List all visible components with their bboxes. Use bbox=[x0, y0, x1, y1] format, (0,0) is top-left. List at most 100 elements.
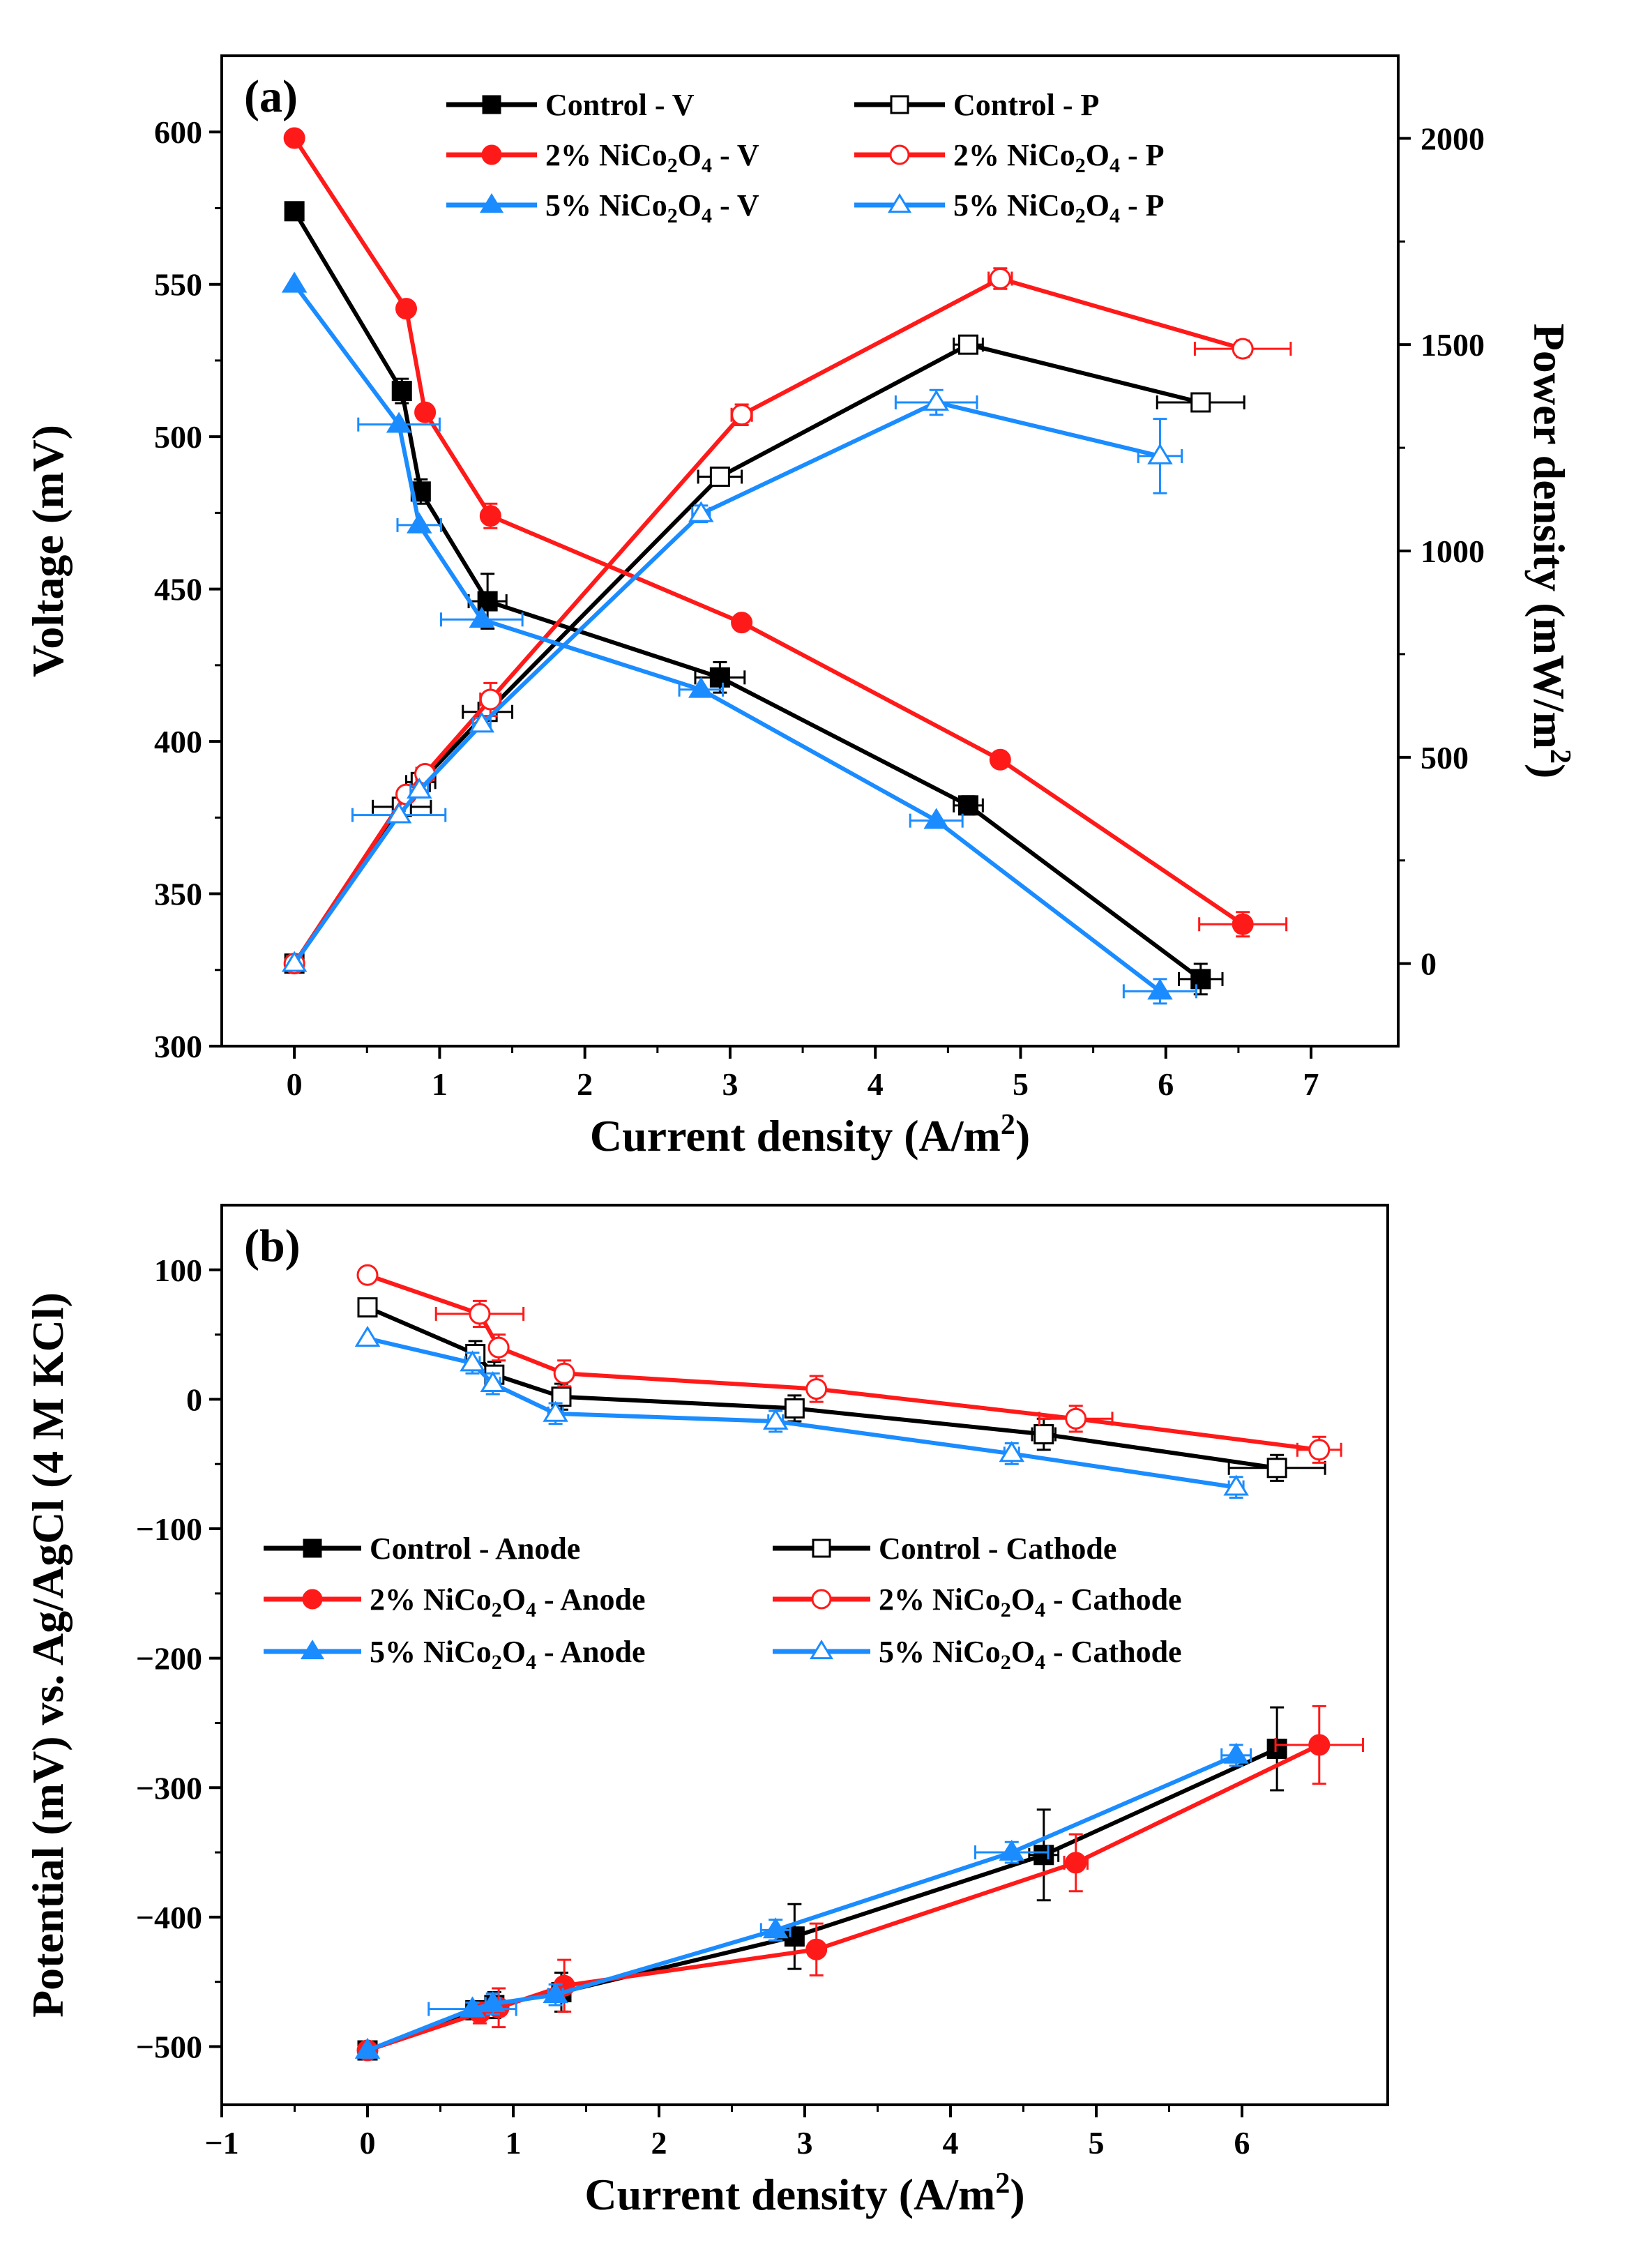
data-point bbox=[356, 1264, 379, 1286]
data-point bbox=[999, 1441, 1025, 1462]
legend-marker bbox=[890, 95, 909, 114]
series-2pct-nico2o4-p bbox=[283, 267, 1292, 975]
data-point bbox=[479, 505, 501, 527]
legend-entry-2pct-nico2o4-p: 2% NiCo2O4 - P bbox=[854, 138, 1165, 177]
legend-label: 2% NiCo2O4 - V bbox=[545, 138, 759, 177]
series-5pct-nico2o4-anode bbox=[354, 1742, 1252, 2059]
legend-entry-2pct-nico2o4-cathode: 2% NiCo2O4 - Cathode bbox=[773, 1582, 1182, 1621]
data-point bbox=[999, 1839, 1025, 1861]
data-point bbox=[487, 1336, 510, 1359]
data-point bbox=[354, 2037, 381, 2059]
legend-text: O bbox=[678, 188, 702, 222]
series-line bbox=[367, 1273, 1320, 1452]
data-point bbox=[1033, 1424, 1054, 1445]
y-tick-label: −100 bbox=[136, 1511, 202, 1547]
series-line bbox=[292, 342, 1202, 965]
legend-label: Control - Cathode bbox=[879, 1532, 1116, 1566]
data-point bbox=[688, 501, 714, 522]
data-point bbox=[283, 127, 305, 149]
legend-text: - V bbox=[712, 188, 759, 222]
legend-entry-5pct-nico2o4-anode: 5% NiCo2O4 - Anode bbox=[264, 1635, 646, 1674]
y2-axis-label-text: ) bbox=[1524, 764, 1574, 778]
data-point bbox=[1223, 1474, 1249, 1496]
data-point bbox=[281, 951, 308, 972]
legend-text: 2% NiCo bbox=[879, 1582, 1001, 1617]
x-tick-label: 6 bbox=[1234, 2125, 1250, 2161]
x-tick-label: 3 bbox=[797, 2125, 813, 2161]
legend-label: 5% NiCo2O4 - Anode bbox=[370, 1635, 646, 1674]
data-point bbox=[1190, 392, 1211, 413]
data-point bbox=[469, 711, 495, 733]
legend-marker bbox=[887, 192, 912, 213]
x-tick-label: 5 bbox=[1089, 2125, 1105, 2161]
y-tick-label: 600 bbox=[154, 114, 202, 150]
data-point bbox=[1190, 969, 1211, 990]
legend-subscript: 4 bbox=[526, 1598, 536, 1621]
legend-subscript: 2 bbox=[1001, 1651, 1011, 1674]
panel-b-chart: −1 0 1 2 3 4 5 6 −500 −400 −300 −200 −100 0 100 Current… bbox=[23, 1204, 1389, 2219]
data-point bbox=[1308, 1439, 1331, 1461]
y-tick-label: −400 bbox=[136, 1900, 202, 1935]
y-tick-label: 550 bbox=[154, 267, 202, 303]
series-5pct-nico2o4-p bbox=[281, 388, 1183, 972]
data-point bbox=[1266, 1458, 1287, 1479]
data-point bbox=[543, 1400, 568, 1422]
legend-subscript: 2 bbox=[1075, 154, 1086, 177]
data-point bbox=[386, 411, 412, 433]
data-point bbox=[1065, 1852, 1087, 1874]
legend-subscript: 2 bbox=[667, 204, 678, 227]
y2-tick-label: 2000 bbox=[1421, 121, 1485, 156]
legend-text: 5% NiCo bbox=[370, 1635, 492, 1669]
series-control-cathode bbox=[357, 1297, 1326, 1482]
legend-marker bbox=[303, 1539, 322, 1558]
legend-text: - Cathode bbox=[1045, 1635, 1182, 1669]
data-point bbox=[709, 667, 730, 688]
legend-label: 2% NiCo2O4 - Cathode bbox=[879, 1582, 1182, 1621]
x-tick-label: 1 bbox=[506, 2125, 522, 2161]
data-point bbox=[784, 1398, 805, 1419]
series-2pct-nico2o4-v bbox=[283, 127, 1288, 938]
y2-tick-label: 0 bbox=[1421, 946, 1437, 982]
legend-marker bbox=[482, 95, 501, 114]
legend-text: O bbox=[678, 138, 702, 172]
y-tick-label: −200 bbox=[136, 1641, 202, 1677]
x-tick-label: 6 bbox=[1158, 1066, 1174, 1102]
series-2pct-nico2o4-cathode bbox=[356, 1264, 1342, 1464]
y2-axis-label: Power density (mW/m2) bbox=[1524, 324, 1576, 779]
x-tick-label: 7 bbox=[1303, 1066, 1319, 1102]
legend-marker bbox=[889, 144, 910, 165]
y-tick-label: 450 bbox=[154, 572, 202, 607]
y-tick-label: 100 bbox=[154, 1253, 202, 1288]
data-point bbox=[1223, 1742, 1249, 1764]
series-control-v bbox=[284, 201, 1224, 996]
legend-subscript: 4 bbox=[1035, 1651, 1045, 1674]
data-point bbox=[391, 381, 412, 402]
data-point bbox=[989, 268, 1011, 289]
data-point bbox=[460, 1350, 485, 1372]
legend-text: - Cathode bbox=[1045, 1582, 1182, 1617]
legend-subscript: 4 bbox=[1035, 1598, 1045, 1621]
legend-text: O bbox=[1011, 1635, 1035, 1669]
data-point bbox=[543, 1982, 568, 2004]
data-point bbox=[479, 688, 501, 711]
series-control-p bbox=[284, 334, 1245, 974]
y-axis-label: Potential (mV) vs. Ag/AgCl (4 M KCl) bbox=[23, 1292, 73, 2018]
legend-text: Control - Anode bbox=[370, 1532, 580, 1566]
x-axis-label-text: ) bbox=[1015, 1111, 1030, 1161]
data-point bbox=[1266, 1739, 1287, 1760]
legend-label: Control - V bbox=[545, 88, 695, 122]
legend-marker bbox=[812, 1539, 831, 1558]
data-point bbox=[284, 201, 305, 222]
series-2pct-nico2o4-anode bbox=[356, 1704, 1364, 2062]
data-point bbox=[1232, 338, 1254, 360]
series-5pct-nico2o4-cathode bbox=[354, 1325, 1249, 1499]
data-point bbox=[354, 1325, 381, 1347]
legend-marker bbox=[811, 1589, 832, 1610]
data-point bbox=[989, 748, 1011, 771]
legend-text: - P bbox=[1120, 188, 1165, 222]
y2-axis-label-superscript: 2 bbox=[1544, 749, 1576, 764]
data-point bbox=[553, 1362, 575, 1384]
series-line bbox=[292, 282, 1162, 993]
data-point bbox=[414, 401, 437, 423]
x-axis-label-text: Current density (A/m bbox=[590, 1111, 1001, 1161]
